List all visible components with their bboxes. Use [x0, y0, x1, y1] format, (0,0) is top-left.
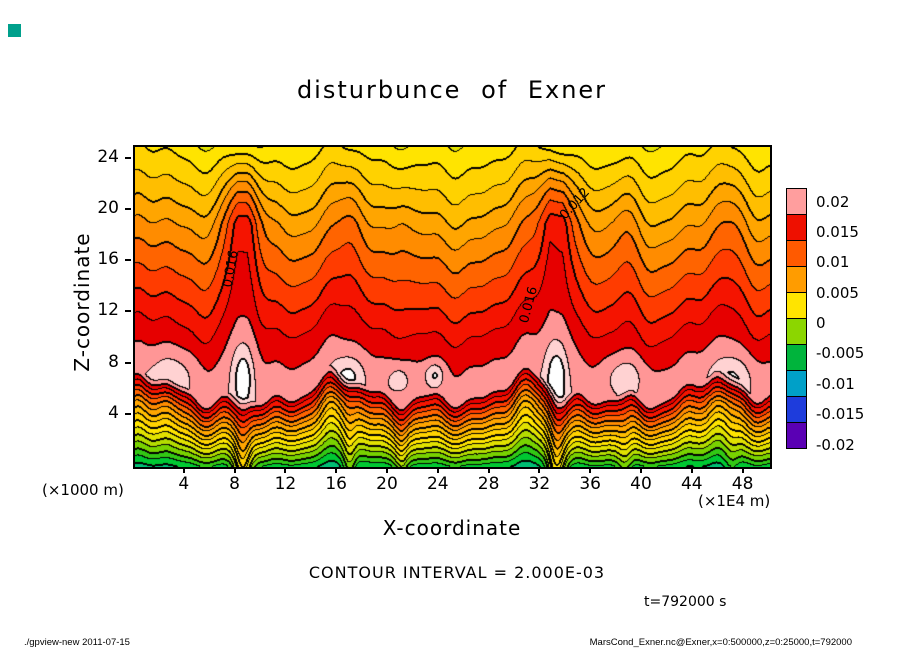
x-axis-unit-label: (×1E4 m)	[698, 492, 771, 510]
colorbar-swatch	[786, 240, 807, 267]
y-tick-label: 16	[97, 249, 119, 270]
x-tick-mark	[589, 467, 592, 473]
x-tick-mark	[436, 467, 439, 473]
x-axis-label: X-coordinate	[382, 516, 522, 540]
colorbar-swatch	[786, 422, 807, 449]
contour-interval-caption: CONTOUR INTERVAL = 2.000E-03	[308, 563, 606, 582]
x-tick-label: 44	[680, 474, 703, 494]
y-tick-mark	[125, 259, 131, 262]
y-tick-mark	[125, 361, 131, 364]
colorbar-label: 0.01	[816, 253, 850, 272]
colorbar-label: -0.015	[816, 405, 865, 424]
y-tick-label: 24	[97, 146, 119, 167]
x-tick-mark	[386, 467, 388, 473]
colorbar-label: 0.02	[816, 192, 850, 211]
y-tick-mark	[125, 208, 131, 210]
chart-title: disturbunce of Exner	[296, 76, 608, 104]
y-tick-label: 4	[108, 402, 119, 423]
x-tick-label: 12	[274, 474, 297, 494]
x-tick-mark	[487, 467, 490, 473]
x-tick-label: 24	[426, 474, 449, 494]
contour-field-canvas	[135, 147, 770, 467]
x-tick-label: 16	[325, 474, 347, 494]
x-tick-mark	[690, 467, 693, 473]
y-axis-unit-label: (×1000 m)	[42, 481, 124, 499]
y-tick-label: 20	[97, 198, 119, 218]
x-tick-mark	[182, 467, 185, 473]
footer-program-info: ./gpview-new 2011-07-15	[24, 637, 130, 648]
x-tick-mark	[284, 467, 287, 473]
colorbar-label: -0.02	[816, 435, 855, 454]
x-tick-mark	[538, 467, 541, 473]
y-tick-label: 8	[108, 351, 119, 372]
colorbar-swatch	[786, 344, 807, 371]
y-tick-mark	[125, 156, 131, 159]
x-tick-mark	[335, 467, 338, 473]
colorbar	[786, 188, 807, 449]
colorbar-swatch	[786, 214, 807, 241]
colorbar-swatch	[786, 396, 807, 423]
x-tick-label: 48	[731, 474, 754, 494]
time-label: t=792000 s	[644, 594, 727, 610]
colorbar-label: 0.005	[816, 283, 859, 302]
colorbar-swatch	[786, 266, 807, 293]
x-tick-label: 8	[229, 474, 240, 494]
colorbar-swatch	[786, 292, 807, 319]
footer-file-info: MarsCond_Exner.nc@Exner,x=0:500000,z=0:2…	[589, 637, 852, 648]
x-tick-mark	[640, 467, 642, 473]
colorbar-swatch	[786, 318, 807, 345]
colorbar-label: -0.01	[816, 374, 855, 393]
x-tick-mark	[741, 467, 744, 473]
y-tick-mark	[125, 310, 131, 313]
colorbar-swatch	[786, 188, 807, 215]
plot-area: 0.016 0.012 0.016	[133, 145, 772, 469]
x-tick-label: 20	[376, 474, 398, 494]
y-tick-label: 12	[97, 300, 119, 321]
window-artifact-square	[8, 24, 21, 37]
x-tick-label: 4	[178, 474, 190, 494]
colorbar-label: -0.005	[816, 344, 865, 363]
x-tick-mark	[233, 467, 236, 473]
x-tick-label: 28	[477, 474, 500, 494]
x-tick-label: 40	[630, 474, 652, 494]
colorbar-swatch	[786, 370, 807, 397]
x-tick-label: 36	[579, 474, 601, 494]
y-tick-mark	[125, 412, 131, 415]
colorbar-label: 0.015	[816, 222, 859, 241]
x-tick-label: 32	[528, 474, 551, 494]
colorbar-label: 0	[816, 314, 826, 332]
